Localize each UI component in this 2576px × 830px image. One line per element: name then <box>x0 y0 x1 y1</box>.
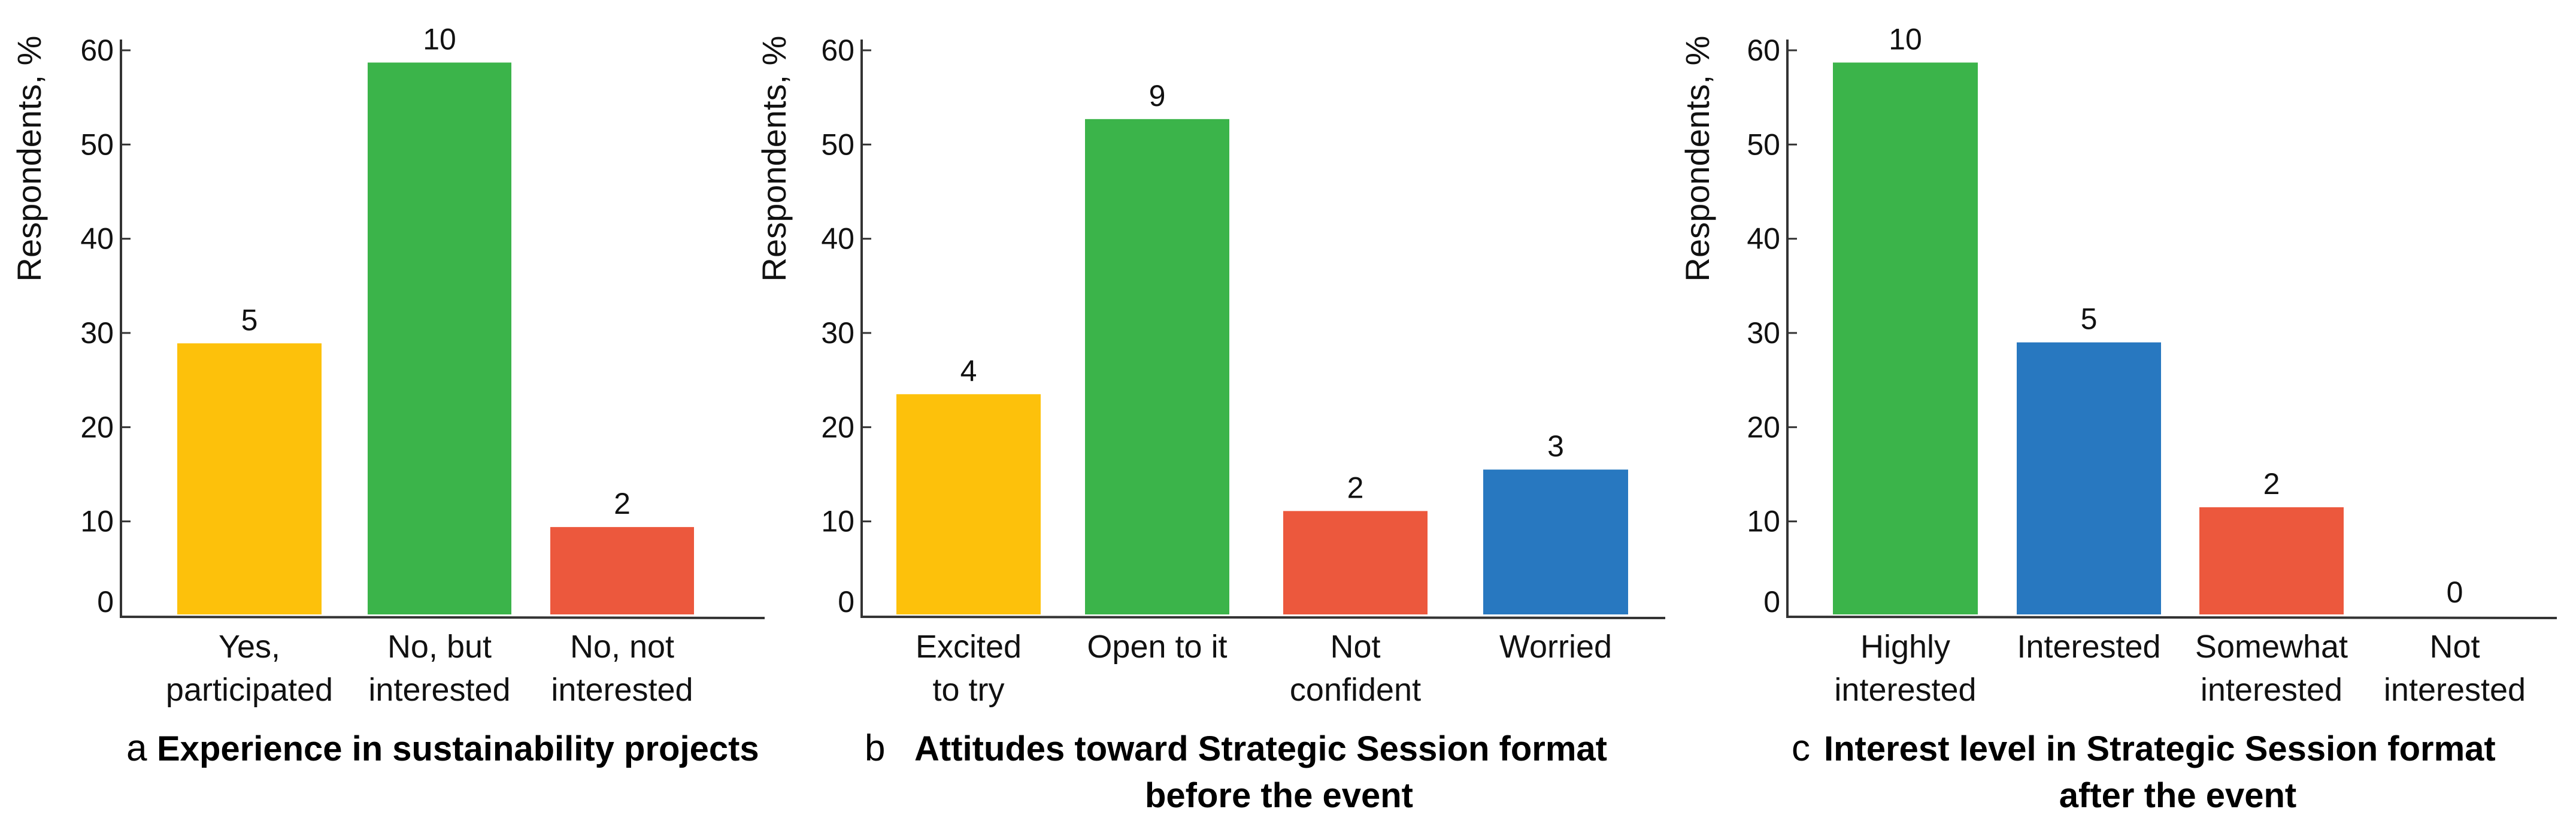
y-tick-label: 50 <box>821 128 854 161</box>
data-label: 9 <box>1149 79 1166 113</box>
chart-panel-b: 0 10 20 30 40 50 60 Respondents, % 4 Excited to tr… <box>755 34 1666 815</box>
y-tick-label: 30 <box>80 316 114 350</box>
bar <box>2199 507 2344 614</box>
y-tick-label: 60 <box>80 34 114 67</box>
category-label: interested <box>368 672 510 708</box>
y-axis-label: Respondents, % <box>1678 36 1716 282</box>
y-tick-label: 40 <box>80 222 114 256</box>
bar <box>2017 342 2161 614</box>
category-label: Interested <box>2017 629 2160 665</box>
category-label: Open to it <box>1087 629 1227 665</box>
chart-title: Interest level in Strategic Session form… <box>1824 729 2496 768</box>
category-label: Highly <box>1860 629 1950 665</box>
panel-letter: c <box>1792 728 1810 769</box>
x-axis-line <box>1786 616 2557 619</box>
category-label: No, but <box>387 629 492 665</box>
category-label: Not <box>1330 629 1380 665</box>
bar <box>1833 62 1978 615</box>
data-label: 5 <box>2081 302 2098 336</box>
bar <box>1085 119 1229 614</box>
y-axis-label: Respondents, % <box>755 36 793 282</box>
category-label: Excited <box>916 629 1022 665</box>
y-tick-label: 20 <box>80 410 114 444</box>
x-axis-line <box>860 616 1666 619</box>
y-tick-label: 0 <box>97 585 114 619</box>
category-label: interested <box>551 672 693 708</box>
y-tick-label: 40 <box>821 222 854 256</box>
category-label: to try <box>932 672 1004 708</box>
category-label: participated <box>166 672 333 708</box>
data-label: 2 <box>1347 471 1364 504</box>
y-tick-label: 20 <box>1747 410 1780 444</box>
y-tick-label: 0 <box>838 585 854 619</box>
y-tick-label: 30 <box>1747 316 1780 350</box>
chart-panel-a: 0 10 20 30 40 50 60 Respondents, % 5 Yes, particip… <box>10 22 765 769</box>
chart-title-line2: before the event <box>1145 776 1413 815</box>
chart-title: Attitudes toward Strategic Session forma… <box>914 729 1607 768</box>
data-label: 10 <box>1889 22 1922 56</box>
panel-letter: b <box>865 728 885 769</box>
y-tick-label: 0 <box>1763 585 1780 619</box>
y-tick-label: 40 <box>1747 222 1780 256</box>
y-tick-label: 50 <box>1747 128 1780 161</box>
chart-title-line2: after the event <box>2059 776 2296 815</box>
bar <box>896 394 1041 614</box>
bar <box>1283 511 1428 614</box>
category-label: Yes, <box>219 629 280 665</box>
bar <box>177 343 322 614</box>
category-label: confident <box>1290 672 1421 708</box>
x-axis-line <box>119 616 765 619</box>
chart-title: Experience in sustainability projects <box>157 729 759 768</box>
y-tick-label: 10 <box>821 505 854 538</box>
panel-letter: a <box>126 728 147 769</box>
y-tick-label: 60 <box>1747 34 1780 67</box>
category-label: interested <box>2201 672 2342 708</box>
data-label: 10 <box>423 22 456 56</box>
data-label: 5 <box>241 303 258 337</box>
data-label: 3 <box>1547 429 1564 463</box>
category-label: Somewhat <box>2195 629 2348 665</box>
y-tick-label: 20 <box>821 410 854 444</box>
data-label: 4 <box>960 354 977 387</box>
y-tick-label: 10 <box>80 505 114 538</box>
y-tick-label: 10 <box>1747 505 1780 538</box>
data-label: 0 <box>2447 575 2463 609</box>
y-tick-label: 60 <box>821 34 854 67</box>
data-label: 2 <box>2263 467 2280 501</box>
bar <box>550 527 694 614</box>
category-label: interested <box>2384 672 2526 708</box>
y-axis-label: Respondents, % <box>10 36 48 282</box>
category-label: Worried <box>1499 629 1612 665</box>
bar <box>1483 469 1628 614</box>
category-label: interested <box>1834 672 1976 708</box>
bar <box>368 62 511 615</box>
category-label: No, not <box>570 629 674 665</box>
y-tick-label: 50 <box>80 128 114 161</box>
data-label: 2 <box>614 487 631 520</box>
y-tick-label: 30 <box>821 316 854 350</box>
category-label: Not <box>2429 629 2480 665</box>
